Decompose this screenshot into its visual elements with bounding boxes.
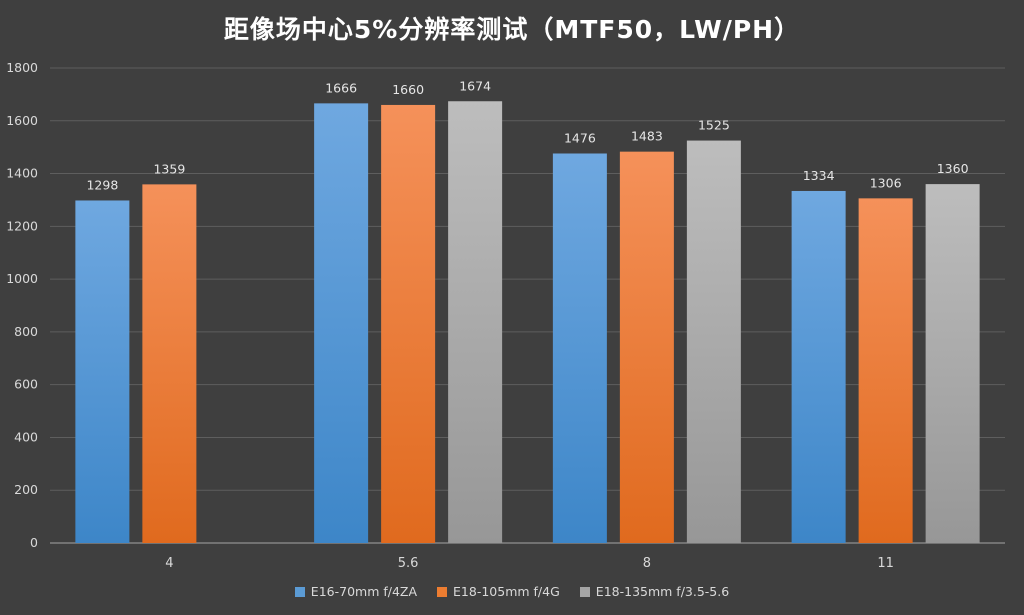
- data-label: 1359: [153, 161, 185, 176]
- legend-item-series-1: E16-70mm f/4ZA: [294, 584, 418, 599]
- legend-item-series-2: E18-105mm f/4G: [437, 584, 560, 599]
- bar-series-2-4: [142, 184, 197, 543]
- y-tick-label: 1000: [6, 271, 38, 286]
- bar-series-1-11: [791, 190, 846, 543]
- data-label: 1674: [459, 78, 491, 93]
- y-tick-label: 600: [14, 377, 38, 392]
- legend: E16-70mm f/4ZA E18-105mm f/4G E18-135mm …: [0, 584, 1024, 599]
- data-label: 1476: [564, 131, 596, 146]
- bar-series-3-8: [686, 140, 741, 543]
- bar-series-1-4: [75, 200, 130, 543]
- data-label: 1483: [631, 129, 663, 144]
- y-tick-label: 1400: [6, 166, 38, 181]
- legend-swatch-series-3: [579, 586, 590, 597]
- x-tick-label: 11: [877, 556, 894, 571]
- y-tick-label: 1800: [6, 60, 38, 75]
- legend-label-series-1: E16-70mm f/4ZA: [310, 584, 418, 599]
- legend-swatch-series-1: [294, 586, 305, 597]
- legend-label-series-3: E18-135mm f/3.5-5.6: [595, 584, 730, 599]
- y-tick-label: 0: [30, 535, 38, 550]
- bar-series-1-5.6: [314, 103, 369, 543]
- x-axis: 4 5.6 8 11: [165, 556, 894, 571]
- x-tick-label: 8: [643, 556, 651, 571]
- data-label: 1360: [937, 161, 969, 176]
- bar-series-2-8: [619, 151, 674, 543]
- chart-title: 距像场中心5%分辨率测试（MTF50，LW/PH）: [223, 15, 801, 44]
- y-tick-label: 200: [14, 482, 38, 497]
- y-tick-label: 400: [14, 429, 38, 444]
- data-label: 1525: [698, 118, 730, 133]
- y-tick-label: 1200: [6, 218, 38, 233]
- y-tick-label: 1600: [6, 113, 38, 128]
- bar-series-3-11: [925, 184, 980, 543]
- legend-swatch-series-2: [437, 586, 448, 597]
- bar-series-3-5.6: [448, 101, 503, 543]
- data-label: 1298: [86, 177, 118, 192]
- x-tick-label: 4: [165, 556, 173, 571]
- bar-series-2-11: [858, 198, 913, 543]
- gridlines: [50, 67, 1005, 544]
- legend-item-series-3: E18-135mm f/3.5-5.6: [579, 584, 730, 599]
- bar-series-2-5.6: [381, 104, 436, 543]
- data-label: 1334: [803, 168, 835, 183]
- y-axis: 0 200 400 600 800 1000 1200 1400 1600 1800: [6, 60, 38, 550]
- data-label: 1660: [392, 82, 424, 97]
- bars: [75, 101, 980, 543]
- y-tick-label: 800: [14, 324, 38, 339]
- bar-series-1-8: [552, 153, 607, 543]
- data-labels: 1298 1359 1666 1660 1674 1476 1483 1525 1334 1306…: [86, 78, 968, 192]
- legend-label-series-2: E18-105mm f/4G: [453, 584, 560, 599]
- data-label: 1666: [325, 80, 357, 95]
- x-tick-label: 5.6: [398, 556, 419, 571]
- data-label: 1306: [870, 175, 902, 190]
